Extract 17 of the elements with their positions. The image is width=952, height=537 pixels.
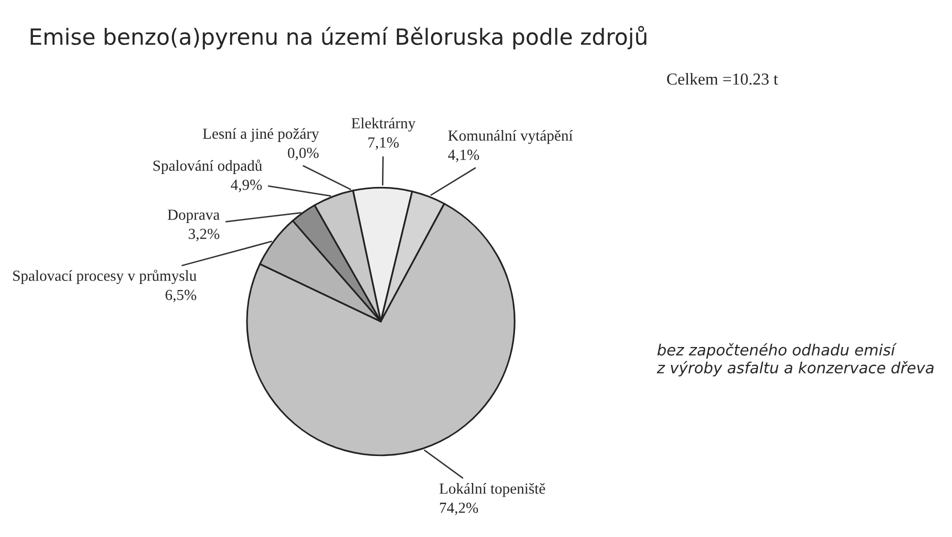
- chart-title: Emise benzo(a)pyrenu na území Běloruska podle zdrojů: [30, 26, 646, 50]
- category-label: Lesní a jiné požáry: [202, 128, 320, 142]
- slice-label: Spalovací procesy v průmyslu: [13, 270, 197, 284]
- data-label: 6,5%: [166, 290, 196, 302]
- text: 0,0%: [288, 148, 319, 160]
- slice-label: Komunální vytápění: [448, 130, 573, 144]
- slice-label: Lokální topeniště: [440, 483, 546, 497]
- data-label: 4,1%: [448, 150, 480, 162]
- data-label: 7,1%: [368, 137, 399, 150]
- data-label: 74,2%: [440, 502, 478, 516]
- slice-label: Spalování odpadů: [153, 160, 262, 174]
- data-label: 4,9%: [230, 180, 262, 192]
- text: bez započteného odhadu emisí z výroby asfaltu a konzervace dřeva: [656, 343, 934, 376]
- slice-label: Doprava: [168, 210, 220, 223]
- data-label: 3,2%: [188, 228, 220, 242]
- slice-label: Elektrárny: [352, 118, 416, 132]
- text: Celkem =10.23 t: [667, 72, 778, 85]
